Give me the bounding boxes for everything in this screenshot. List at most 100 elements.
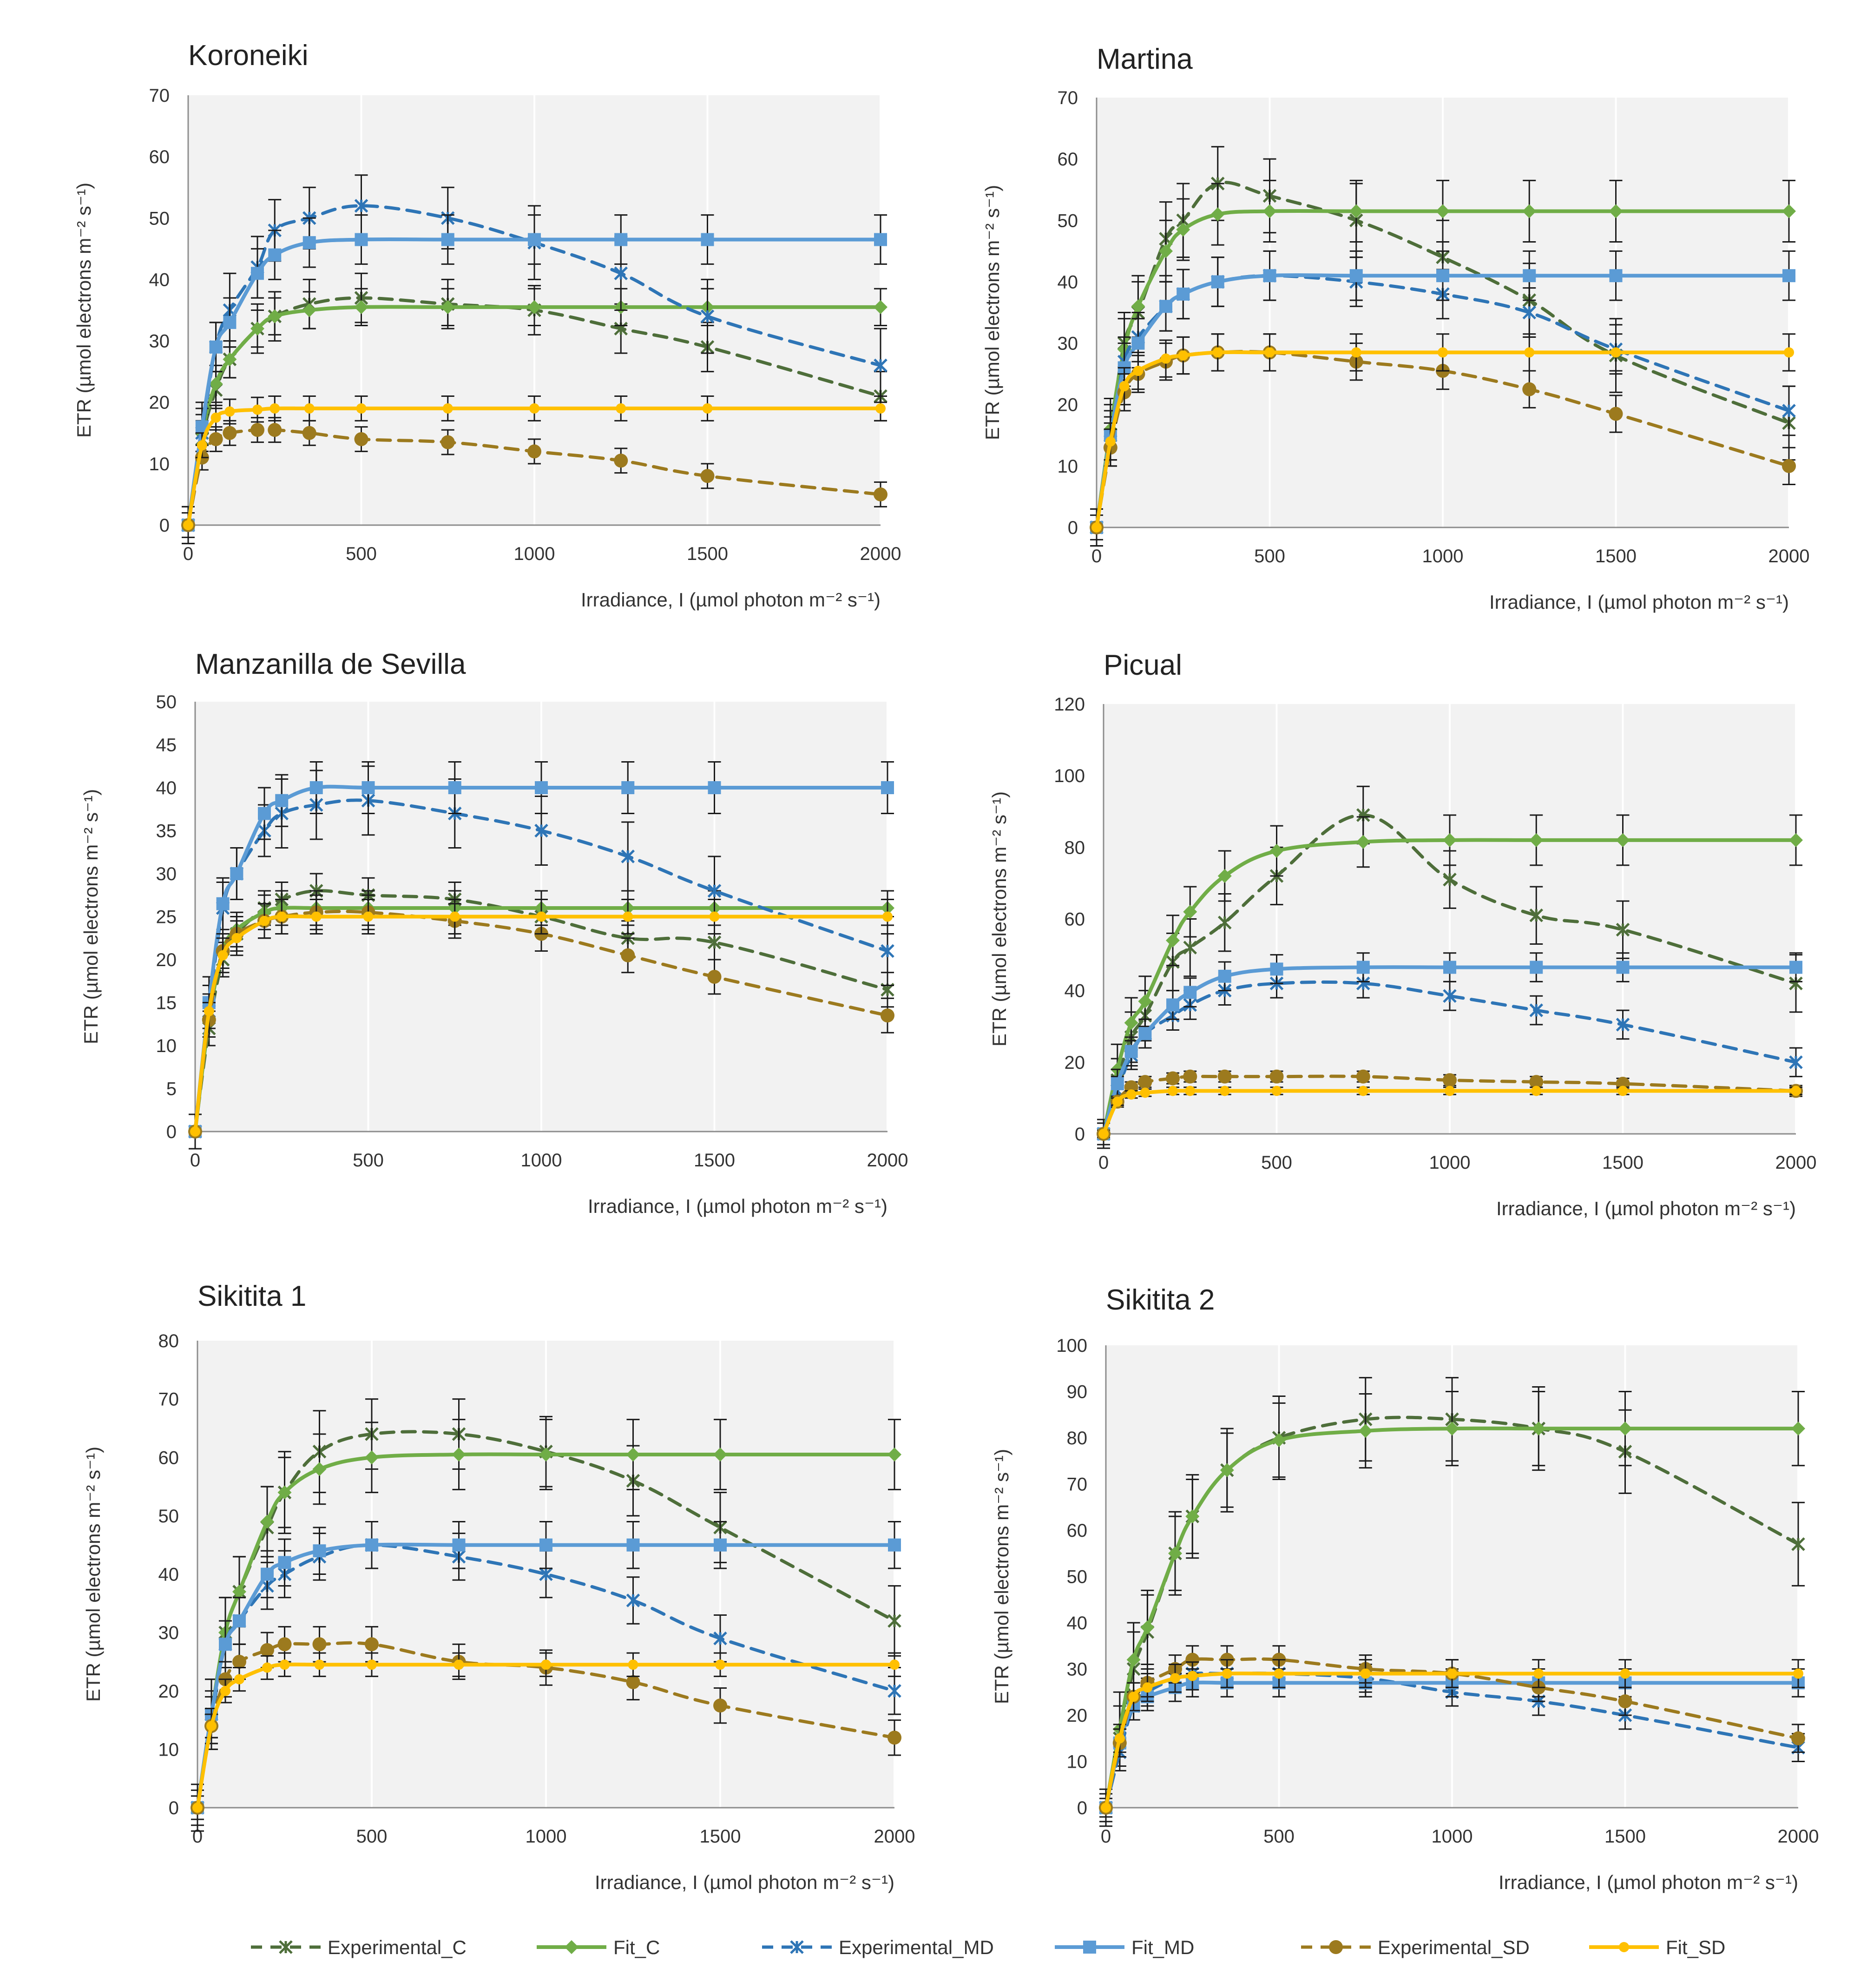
y-tick-label: 5 [166,1079,177,1099]
y-tick-label: 0 [1077,1798,1087,1818]
data-point [279,1659,290,1670]
data-point [217,950,228,961]
y-tick-label: 0 [166,1122,177,1142]
data-point [209,432,223,446]
y-tick-label: 20 [158,1681,179,1702]
data-point [1183,1069,1197,1084]
y-tick-label: 0 [169,1798,179,1818]
x-tick-label: 0 [190,1150,200,1171]
y-axis-label: ETR (µmol electrons m⁻² s⁻¹) [80,789,102,1044]
data-point [616,403,626,414]
x-tick-label: 500 [346,544,377,564]
data-point [713,1631,727,1646]
data-point [1177,287,1190,301]
data-point [1356,835,1370,849]
panel-title: Koroneiki [188,39,308,72]
data-point [1124,1045,1138,1058]
data-point [448,781,461,794]
x-tick-label: 1500 [1595,546,1637,566]
data-point [1349,269,1363,283]
data-point [1523,269,1536,283]
y-tick-label: 80 [1065,837,1085,858]
data-point [440,300,455,314]
data-point [1126,1089,1137,1100]
y-tick-label: 70 [1058,88,1078,108]
data-point [1436,204,1450,218]
data-point [234,1674,244,1685]
data-point [614,454,628,468]
data-point [1183,986,1197,999]
data-point [250,322,264,336]
data-point [1187,1671,1198,1681]
data-point [626,1675,640,1689]
data-point [224,406,235,417]
y-tick-label: 25 [156,907,177,928]
data-point [881,1008,894,1023]
data-point [1274,1668,1284,1679]
data-point [1530,961,1543,974]
data-point [190,1126,200,1137]
data-point [1211,275,1224,289]
data-point [1356,1069,1370,1084]
data-point [1112,1096,1123,1107]
data-point [887,1614,901,1628]
y-tick-label: 0 [1068,518,1078,538]
data-point [209,340,223,354]
data-point [1098,1129,1109,1139]
data-point [1219,1086,1230,1096]
y-tick-label: 0 [1075,1124,1085,1145]
data-point [313,1544,326,1558]
legend-label: Fit_MD [1131,1936,1194,1958]
y-tick-label: 60 [1067,1521,1088,1541]
legend-marker [790,1940,804,1954]
legend-label: Fit_SD [1666,1936,1725,1958]
data-point [701,233,714,246]
data-point [1522,204,1537,218]
series-line [193,784,889,1133]
data-point [1445,1086,1455,1096]
data-point [261,1567,274,1581]
y-tick-label: 40 [158,1565,179,1585]
data-point [270,403,280,414]
x-tick-label: 2000 [1768,546,1810,566]
data-point [621,781,635,794]
data-point [534,823,548,838]
y-tick-label: 10 [149,454,170,474]
x-tick-label: 1000 [521,1150,562,1171]
data-point [1620,1668,1630,1679]
data-point [529,403,539,414]
data-point [260,1643,274,1657]
panel-title: Sikitita 1 [197,1280,306,1312]
panel-title: Sikitita 2 [1106,1284,1215,1316]
x-tick-label: 0 [1101,1826,1111,1847]
y-tick-label: 40 [149,270,170,290]
data-point [232,1654,246,1669]
data-point [1126,1652,1141,1667]
data-point [258,807,271,820]
data-point [1131,299,1145,314]
data-point [1185,1652,1200,1667]
data-point [1782,269,1795,283]
y-tick-label: 30 [149,331,170,352]
data-point [700,309,715,323]
x-tick-label: 500 [1263,1826,1295,1847]
series-fit-sd [192,1652,901,1813]
data-point [1185,1086,1196,1096]
data-point [440,435,455,449]
data-point [363,911,374,922]
y-tick-label: 40 [156,778,177,798]
data-point [1091,522,1102,533]
data-point [1217,869,1232,883]
y-tick-label: 40 [1067,1613,1088,1633]
y-tick-label: 70 [149,86,170,106]
y-tick-label: 20 [156,950,177,970]
x-tick-label: 2000 [867,1150,908,1171]
data-point [1263,269,1276,283]
data-point [527,300,541,314]
x-tick-label: 1500 [694,1150,735,1171]
data-point [220,1685,230,1696]
series-fit-c [1097,814,1803,1141]
x-tick-label: 0 [183,544,193,564]
x-tick-label: 1500 [1602,1152,1643,1173]
